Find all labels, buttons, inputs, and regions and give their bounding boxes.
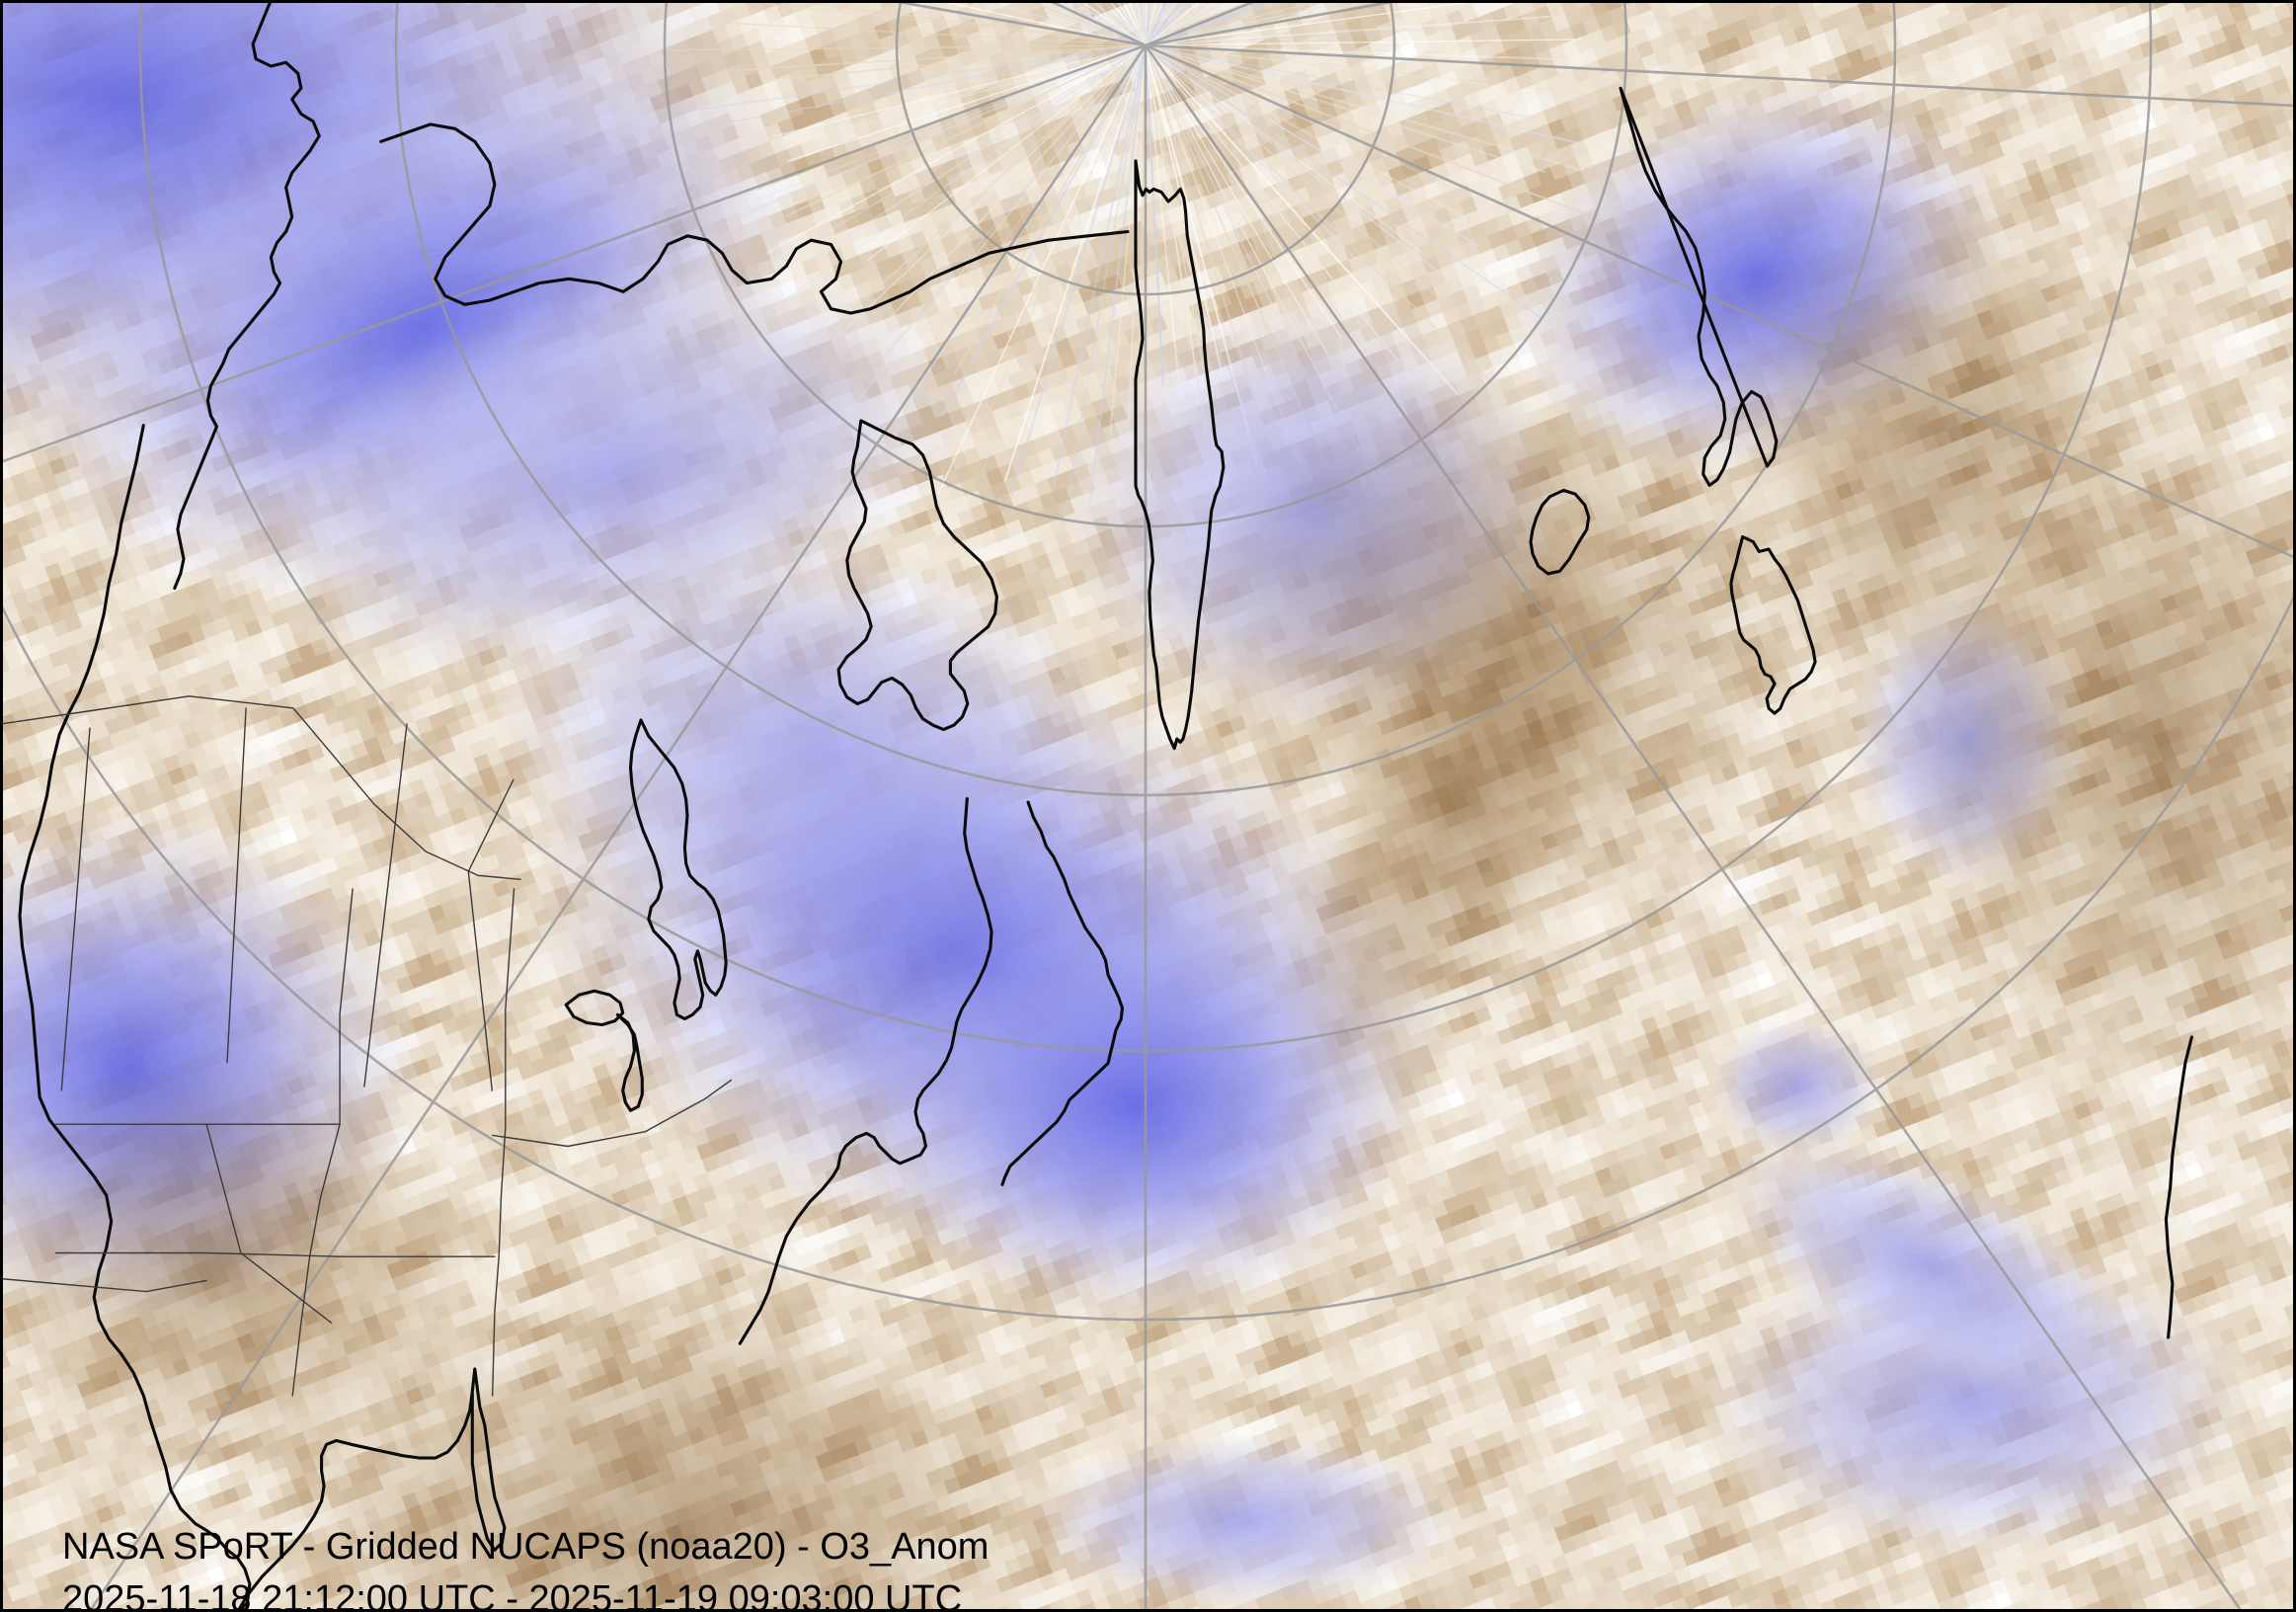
svg-text:2025-11-18 21:12:00 UTC - 2025: 2025-11-18 21:12:00 UTC - 2025-11-19 09:… [62,1578,962,1612]
svg-text:NASA SPoRT - Gridded NUCAPS (n: NASA SPoRT - Gridded NUCAPS (noaa20) - O… [62,1526,989,1568]
